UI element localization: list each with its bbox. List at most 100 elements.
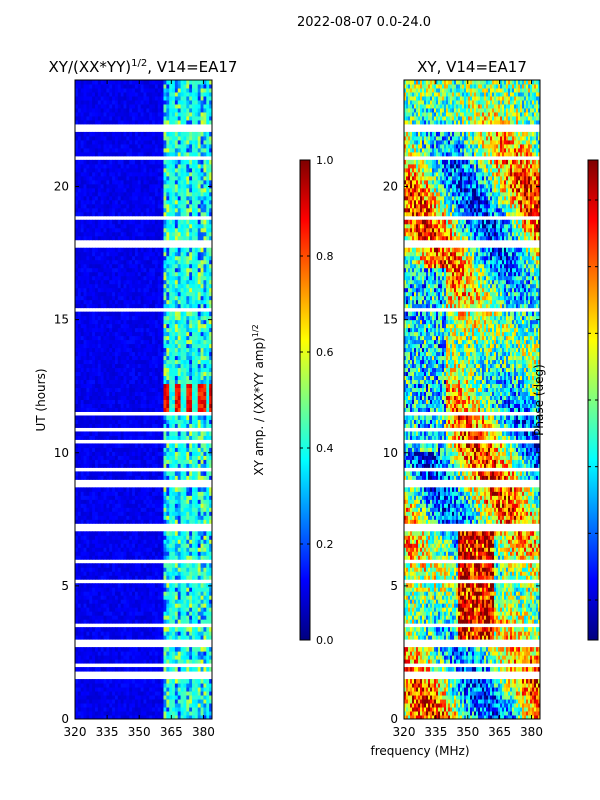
amplitude-cell xyxy=(203,607,207,612)
amplitude-cell xyxy=(137,231,142,237)
amplitude-cell xyxy=(160,683,164,688)
amplitude-cell xyxy=(94,567,99,572)
amplitude-cell xyxy=(203,495,207,500)
amplitude-cell xyxy=(180,587,184,592)
amplitude-cell xyxy=(129,311,133,317)
amplitude-cell xyxy=(154,687,159,692)
amplitude-cell xyxy=(192,687,196,692)
amplitude-cell xyxy=(137,335,142,341)
amplitude-cell xyxy=(206,543,210,548)
amplitude-cell xyxy=(140,447,144,452)
amplitude-cell xyxy=(75,711,79,716)
amplitude-cell xyxy=(94,423,99,428)
amplitude-cell xyxy=(97,403,102,408)
amplitude-cell xyxy=(143,627,147,632)
amplitude-cell xyxy=(200,679,204,684)
amplitude-cell xyxy=(134,447,139,452)
amplitude-cell xyxy=(117,567,122,572)
amplitude-cell xyxy=(132,299,136,305)
amplitude-cell xyxy=(154,255,159,261)
amplitude-cell xyxy=(94,387,99,393)
amplitude-cell xyxy=(152,487,156,492)
amplitude-cell xyxy=(154,511,159,516)
amplitude-cell xyxy=(154,287,159,293)
amplitude-cell xyxy=(143,607,147,612)
amplitude-cell xyxy=(123,571,127,576)
amplitude-cell xyxy=(114,431,119,436)
amplitude-cell xyxy=(126,587,130,592)
amplitude-cell xyxy=(200,347,204,353)
amplitude-cell xyxy=(194,611,199,616)
amplitude-cell xyxy=(97,267,102,273)
amplitude-cell xyxy=(203,611,207,616)
amplitude-cell xyxy=(209,455,212,460)
amplitude-cell xyxy=(137,455,142,460)
amplitude-cell xyxy=(192,563,196,568)
amplitude-cell xyxy=(203,459,207,464)
amplitude-cell xyxy=(209,279,212,285)
amplitude-cell xyxy=(109,423,113,428)
amplitude-cell xyxy=(140,587,144,592)
amplitude-cell xyxy=(112,367,116,373)
amplitude-cell xyxy=(200,455,204,460)
amplitude-cell xyxy=(92,391,96,396)
amplitude-cell xyxy=(192,535,196,540)
amplitude-cell xyxy=(154,291,159,297)
amplitude-cell xyxy=(75,399,79,404)
amplitude-cell xyxy=(209,503,212,508)
amplitude-cell xyxy=(189,659,193,664)
amplitude-cell xyxy=(92,235,96,241)
amplitude-cell xyxy=(120,299,125,305)
amplitude-cell xyxy=(112,587,116,592)
amplitude-cell xyxy=(120,575,125,580)
amplitude-cell xyxy=(186,715,190,719)
amplitude-cell xyxy=(132,395,136,400)
amplitude-cell xyxy=(203,543,207,548)
amplitude-cell xyxy=(149,535,153,540)
amplitude-cell xyxy=(117,271,122,277)
amplitude-cell xyxy=(112,375,116,381)
amplitude-cell xyxy=(174,507,179,512)
amplitude-cell xyxy=(80,563,85,568)
amplitude-cell xyxy=(174,267,179,273)
amplitude-cell xyxy=(200,407,204,412)
amplitude-cell xyxy=(192,407,196,412)
amplitude-cell xyxy=(149,347,153,353)
amplitude-cell xyxy=(134,355,139,361)
amplitude-cell xyxy=(152,227,156,233)
amplitude-cell xyxy=(77,679,82,684)
amplitude-cell xyxy=(109,555,113,560)
amplitude-cell xyxy=(83,279,87,285)
amplitude-cell xyxy=(126,703,130,708)
amplitude-cell xyxy=(114,359,119,365)
amplitude-cell xyxy=(86,471,90,476)
amplitude-cell xyxy=(109,327,113,333)
amplitude-cell xyxy=(209,315,212,321)
amplitude-cell xyxy=(180,235,184,241)
amplitude-cell xyxy=(126,359,130,365)
amplitude-cell xyxy=(132,355,136,361)
amplitude-cell xyxy=(86,683,90,688)
amplitude-cell xyxy=(80,591,85,596)
amplitude-cell xyxy=(106,447,110,452)
amplitude-cell xyxy=(189,571,193,576)
amplitude-cell xyxy=(92,367,96,373)
amplitude-cell xyxy=(123,371,127,377)
amplitude-cell xyxy=(86,319,90,325)
amplitude-cell xyxy=(117,387,122,393)
amplitude-cell xyxy=(80,667,85,672)
amplitude-cell xyxy=(120,539,125,544)
amplitude-cell xyxy=(174,615,179,620)
amplitude-cell xyxy=(157,451,162,456)
amplitude-cell xyxy=(137,595,142,600)
amplitude-cell xyxy=(186,275,190,281)
amplitude-cell xyxy=(209,227,212,233)
amplitude-cell xyxy=(112,707,116,712)
amplitude-cell xyxy=(114,363,119,369)
amplitude-cell xyxy=(120,471,125,476)
amplitude-cell xyxy=(75,631,79,636)
amplitude-cell xyxy=(146,459,150,464)
amplitude-cell xyxy=(160,447,164,452)
amplitude-cell xyxy=(183,315,187,321)
amplitude-cell xyxy=(123,587,127,592)
